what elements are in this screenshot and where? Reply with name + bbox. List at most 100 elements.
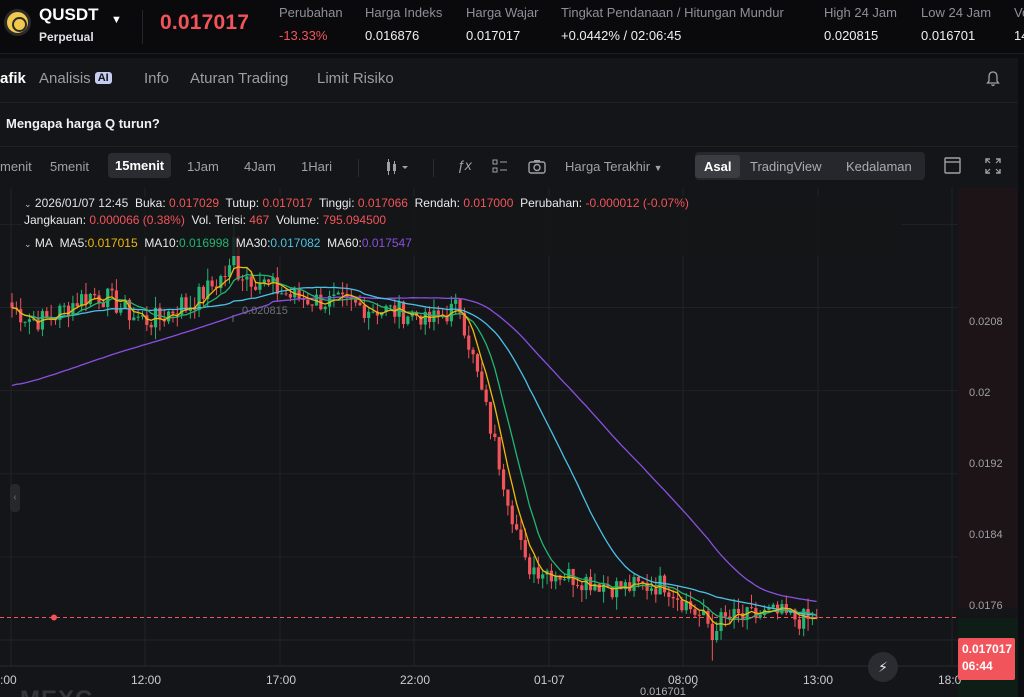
candle-body [549,570,553,582]
candle-body [475,354,480,372]
interval-1d[interactable]: 1Hari [301,159,333,174]
candle-type-icon[interactable] [385,159,411,175]
legend-change: -0.000012 (-0.07%) [585,196,689,210]
candle-body [741,613,745,620]
tab-info[interactable]: Info [144,70,170,87]
tab-chart[interactable]: afik [0,70,26,87]
candle-body [675,598,680,600]
mode-original[interactable]: Asal [695,155,741,178]
sidebar-collapse-handle[interactable]: ‹ [10,484,20,512]
candle-body [615,581,619,598]
tab-trading-rules[interactable]: Aturan Trading [190,70,289,87]
legend-filled-label: Vol. Terisi: [191,213,246,227]
tab-risk-limit[interactable]: Limit Risiko [317,70,394,87]
candle-body [271,277,275,283]
candle-body [149,324,153,328]
layout-list-icon[interactable] [492,159,508,174]
candle-body [554,575,558,582]
candle-body [123,299,127,309]
range-row: Jangkauan: 0.000066 (0.38%) Vol. Terisi:… [24,213,386,227]
notice-bar[interactable]: Mengapa harga Q turun? [0,102,1018,144]
candle-body [815,616,819,618]
candle-body [593,584,597,591]
candle-body [528,557,532,575]
chart-canvas[interactable] [0,188,1018,697]
candle-body [423,311,427,325]
candle-body [284,293,288,295]
candle-body [27,319,31,322]
ma10-line [11,273,817,621]
candle-body [802,608,806,629]
ma-row: ⌄ MA MA5:0.017015 MA10:0.016998 MA30:0.0… [24,236,412,250]
notice-text[interactable]: Mengapa harga Q turun? [6,116,160,131]
mode-depth[interactable]: Kedalaman [846,159,912,174]
ma5-value: 0.017015 [87,236,138,250]
ticker-bar: QUSDT Perpetual ▼ 0.017017 Perubahan -13… [0,0,1024,54]
stat-volume: Vo 14 [1014,5,1024,43]
x-tick-label: 13:00 [803,673,834,687]
indicator-fx-icon[interactable]: ƒx [457,157,472,173]
legend-open: 0.017029 [169,196,220,210]
candle-body [323,306,327,310]
candle-body [214,286,219,289]
mode-tradingview[interactable]: TradingView [750,159,822,174]
interval-5min[interactable]: 5menit [50,159,90,174]
ma30-value: 0.017082 [270,236,321,250]
interval-1min[interactable]: menit [0,159,32,174]
symbol-name[interactable]: QUSDT [39,5,99,24]
stat-value: -13.33% [279,28,328,43]
candle-body [702,610,706,616]
collapse-chevron-icon[interactable]: ⌄ [24,239,32,249]
candlestick-chart[interactable]: ⌄ 2026/01/07 12:45 Buka: 0.017029 Tutup:… [0,188,1018,697]
candle-body [488,401,493,434]
candle-body [254,286,258,290]
candle-body [736,608,741,614]
ma10-value: 0.016998 [179,236,230,250]
bell-icon[interactable] [986,71,1000,87]
price-source-label: Harga Terakhir [565,159,651,174]
y-tick-label: 0.0192 [969,458,1003,470]
camera-icon[interactable] [528,159,546,174]
stat-value: 14 [1014,28,1024,43]
legend-close-label: Tutup: [225,196,260,210]
price-line-dot [51,614,57,621]
ma60-label: MA60: [327,236,362,250]
candle-body [571,568,575,585]
coin-logo-icon [4,9,31,36]
legend-change-label: Perubahan: [520,196,583,210]
candle-body [510,505,514,525]
x-tick-label: :00 [0,673,17,687]
interval-1h[interactable]: 1Jam [187,159,219,174]
ma-label[interactable]: MA [34,236,53,250]
candle-body [388,305,393,307]
candle-body [689,601,693,610]
candle-body [288,294,292,298]
candle-body [206,280,210,299]
stat-funding-rate: Tingkat Pendanaan / Hitungan Mundur +0.0… [561,5,784,43]
collapse-chevron-icon[interactable]: ⌄ [24,199,32,209]
interval-4h[interactable]: 4Jam [244,159,276,174]
symbol-dropdown-icon[interactable]: ▼ [111,14,122,26]
ai-badge: AI [94,72,112,84]
candle-body [497,437,501,470]
flash-trade-icon[interactable]: ⚡ [868,652,898,682]
candle-body [223,276,227,278]
legend-high: 0.017066 [357,196,408,210]
window-layout-icon[interactable] [944,157,961,174]
candle-body [97,295,101,303]
stat-high-24h: High 24 Jam 0.020815 [824,5,897,43]
candle-body [584,576,588,591]
stat-label: Vo [1014,5,1024,20]
bearish-shade [958,188,1018,608]
candle-body [562,579,567,581]
tab-analysis[interactable]: Analisis AI [39,70,112,87]
chart-mode-switch: Asal TradingView Kedalaman [695,152,925,180]
interval-15min[interactable]: 15menit [108,153,172,178]
candle-body [127,299,132,321]
candle-body [180,297,184,315]
fullscreen-icon[interactable] [985,158,1001,174]
contract-type: Perpetual [39,30,94,44]
candle-body [19,309,23,323]
x-tick-label: 17:00 [266,673,297,687]
price-source-dropdown[interactable]: Harga Terakhir ▼ [565,159,663,174]
